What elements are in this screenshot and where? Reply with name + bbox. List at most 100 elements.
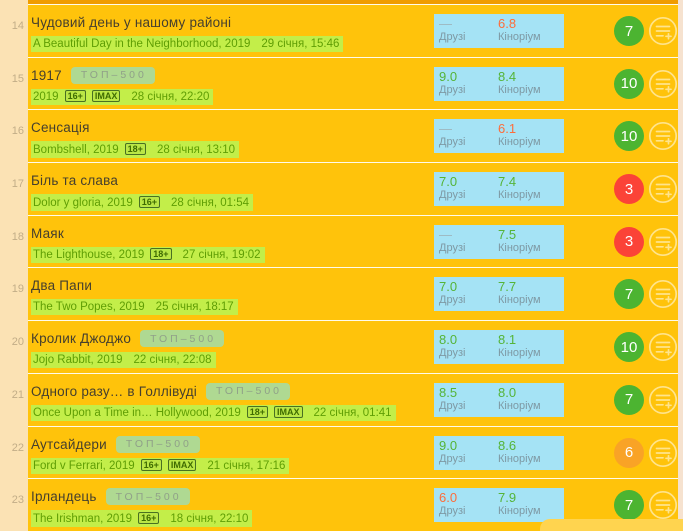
movie-title[interactable]: Біль та слава bbox=[31, 173, 119, 189]
user-rating-badge[interactable]: 10 bbox=[614, 68, 644, 99]
user-rating-badge[interactable]: 10 bbox=[614, 332, 644, 363]
menu-plus-icon[interactable] bbox=[648, 16, 678, 46]
user-rating-badge[interactable]: 7 bbox=[614, 279, 644, 310]
menu-plus-icon[interactable] bbox=[648, 174, 678, 204]
kinorium-rating-label: Кіноріум bbox=[498, 189, 541, 202]
movie-title[interactable]: Ірландець bbox=[31, 489, 97, 505]
cert-badge: 16+ bbox=[138, 511, 160, 524]
watch-date: 28 січня, 22:20 bbox=[131, 91, 210, 104]
movie-title[interactable]: 1917 bbox=[31, 67, 62, 83]
cert-badges: 16+ IMAX bbox=[135, 459, 197, 472]
cert-badges: 16+ bbox=[132, 511, 160, 525]
menu-plus-icon[interactable] bbox=[648, 332, 678, 362]
kinorium-rating-value: 6.8 bbox=[498, 16, 517, 31]
cert-badge: IMAX bbox=[274, 406, 303, 419]
original-title: Bombshell, 2019 bbox=[33, 143, 119, 156]
kinorium-rating-label: Кіноріум bbox=[498, 136, 541, 149]
friends-rating[interactable]: — Друзі bbox=[434, 225, 493, 259]
kinorium-rating[interactable]: 7.4 Кіноріум bbox=[493, 172, 541, 206]
kinorium-rating[interactable]: 7.9 Кіноріум bbox=[493, 488, 541, 522]
friends-rating-label: Друзі bbox=[439, 83, 466, 96]
friends-rating[interactable]: — Друзі bbox=[434, 14, 493, 48]
movie-title[interactable]: Два Папи bbox=[31, 278, 93, 294]
friends-rating-label: Друзі bbox=[439, 505, 466, 518]
original-title: Ford v Ferrari, 2019 bbox=[33, 460, 135, 472]
row-number: 15 bbox=[11, 72, 24, 85]
friends-rating[interactable]: — Друзі bbox=[434, 119, 493, 153]
friends-rating[interactable]: 7.0 Друзі bbox=[434, 172, 493, 206]
menu-plus-icon[interactable] bbox=[648, 279, 678, 309]
movie-row: 22 Аутсайдери ТОП–500 Ford v Ferrari, 20… bbox=[12, 425, 678, 479]
scrollbar-track[interactable] bbox=[678, 0, 683, 531]
kinorium-rating[interactable]: 8.0 Кіноріум bbox=[493, 383, 541, 417]
menu-plus-icon[interactable] bbox=[648, 121, 678, 151]
friends-rating-value: 7.0 bbox=[439, 279, 458, 295]
kinorium-rating-label: Кіноріум bbox=[498, 241, 541, 254]
kinorium-rating-value: 6.1 bbox=[498, 121, 517, 137]
friends-rating[interactable]: 9.0 Друзі bbox=[434, 436, 493, 470]
watch-date: 29 січня, 15:46 bbox=[261, 37, 340, 50]
cert-badge: 18+ bbox=[124, 142, 146, 155]
movie-title[interactable]: Одного разу… в Голлівуді bbox=[31, 383, 197, 399]
movie-text-block: Біль та слава Dolor y gloria, 2019 16+ 28 … bbox=[31, 172, 254, 211]
menu-plus-icon[interactable] bbox=[648, 227, 678, 257]
movie-text-block: Маяк The Lighthouse, 2019 18+ 27 січня, 19… bbox=[31, 225, 265, 264]
watch-date: 27 січня, 19:02 bbox=[182, 249, 261, 262]
movie-subtitle: Dolor y gloria, 2019 16+ 28 січня, 01:54 bbox=[31, 194, 254, 211]
user-rating-badge[interactable]: 7 bbox=[614, 490, 644, 521]
kinorium-rating-label: Кіноріум bbox=[498, 347, 541, 360]
kinorium-rating[interactable]: 8.4 Кіноріум bbox=[493, 67, 541, 101]
kinorium-rating-value: 7.4 bbox=[498, 174, 517, 190]
kinorium-rating[interactable]: 7.7 Кіноріум bbox=[493, 277, 541, 311]
watch-date: 28 січня, 01:54 bbox=[171, 196, 250, 209]
kinorium-rating[interactable]: 7.5 Кіноріум bbox=[493, 225, 541, 259]
user-rating-badge[interactable]: 6 bbox=[614, 437, 644, 468]
friends-rating-label: Друзі bbox=[439, 294, 466, 307]
top500-badge: ТОП–500 bbox=[70, 66, 155, 84]
kinorium-rating[interactable]: 8.6 Кіноріум bbox=[493, 436, 541, 470]
friends-rating-label: Друзі bbox=[439, 399, 466, 412]
friends-rating[interactable]: 9.0 Друзі bbox=[434, 67, 493, 101]
row-number: 17 bbox=[11, 178, 24, 191]
movie-subtitle: The Two Popes, 2019 25 січня, 18:17 bbox=[31, 299, 238, 315]
kinorium-rating[interactable]: 8.1 Кіноріум bbox=[493, 330, 541, 364]
menu-plus-icon[interactable] bbox=[648, 438, 678, 468]
cert-badge: 16+ bbox=[64, 90, 86, 103]
menu-plus-icon[interactable] bbox=[648, 69, 678, 99]
user-rating-badge[interactable]: 7 bbox=[614, 384, 644, 415]
movie-title[interactable]: Сенсація bbox=[31, 120, 90, 136]
menu-plus-icon[interactable] bbox=[648, 385, 678, 415]
row-number-gutter bbox=[0, 0, 28, 531]
friends-rating-value: — bbox=[439, 226, 452, 242]
kinorium-rating-value: 8.1 bbox=[498, 332, 517, 348]
friends-rating[interactable]: 8.5 Друзі bbox=[434, 383, 493, 417]
previous-row-edge bbox=[28, 0, 678, 4]
kinorium-rating[interactable]: 6.1 Кіноріум bbox=[493, 119, 541, 153]
movie-title[interactable]: Чудовий день у нашому районі bbox=[31, 15, 232, 30]
kinorium-rating-value: 8.0 bbox=[498, 384, 517, 400]
movie-title[interactable]: Кролик Джоджо bbox=[31, 331, 132, 347]
menu-plus-icon[interactable] bbox=[648, 490, 678, 520]
user-rating-badge[interactable]: 10 bbox=[614, 121, 644, 152]
friends-rating[interactable]: 8.0 Друзі bbox=[434, 330, 493, 364]
movie-title[interactable]: Маяк bbox=[31, 225, 64, 241]
kinorium-rating-label: Кіноріум bbox=[498, 294, 541, 307]
movie-title[interactable]: Аутсайдери bbox=[31, 436, 107, 452]
friends-rating[interactable]: 6.0 Друзі bbox=[434, 488, 493, 522]
cert-badge: IMAX bbox=[167, 459, 197, 471]
kinorium-rating[interactable]: 6.8 Кіноріум bbox=[493, 14, 541, 48]
cert-badge: 16+ bbox=[138, 195, 161, 208]
user-rating-badge[interactable]: 3 bbox=[614, 226, 644, 257]
friends-rating[interactable]: 7.0 Друзі bbox=[434, 277, 493, 311]
movie-subtitle: Bombshell, 2019 18+ 28 січня, 13:10 bbox=[31, 141, 239, 158]
user-rating-badge[interactable]: 3 bbox=[614, 174, 644, 205]
movie-subtitle: Once Upon a Time in… Hollywood, 2019 18+ I… bbox=[31, 404, 396, 422]
original-title: The Two Popes, 2019 bbox=[33, 300, 145, 313]
cert-badges: 16+ IMAX bbox=[59, 90, 121, 103]
movie-row: 20 Кролик Джоджо ТОП–500 Jojo Rabbit, 20… bbox=[12, 320, 678, 373]
friends-rating-value: 8.5 bbox=[439, 384, 458, 400]
kinorium-rating-value: 7.7 bbox=[498, 279, 517, 295]
friends-rating-label: Друзі bbox=[439, 347, 466, 360]
user-rating-badge[interactable]: 7 bbox=[614, 16, 644, 46]
cert-badge: IMAX bbox=[91, 90, 121, 103]
